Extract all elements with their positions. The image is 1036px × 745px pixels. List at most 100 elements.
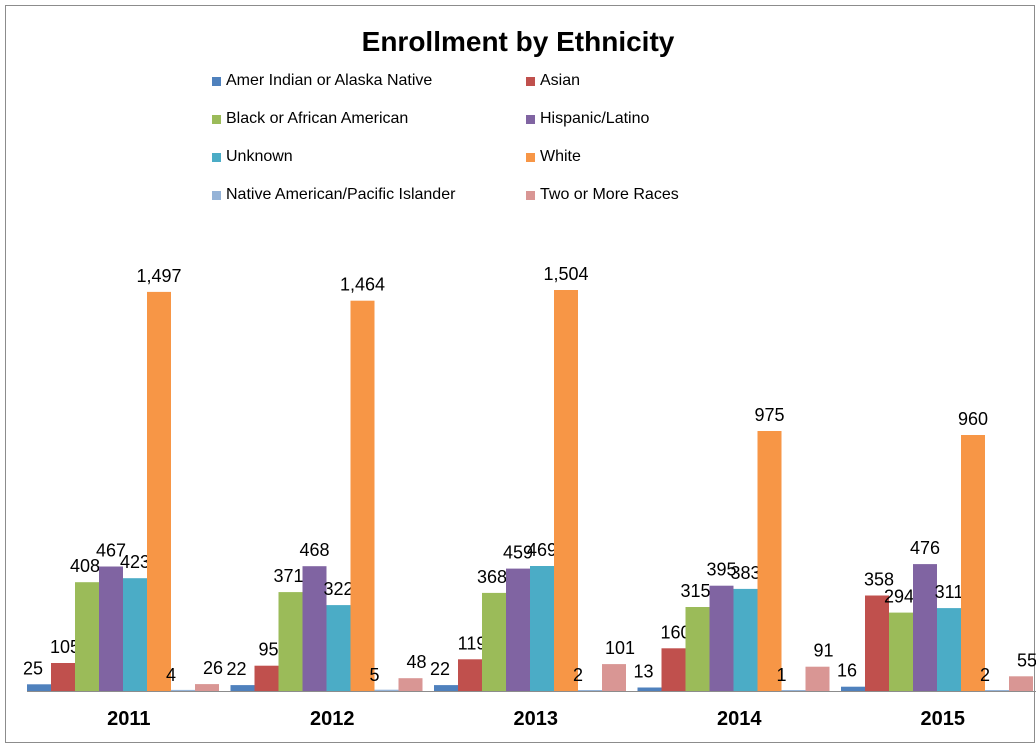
bar-unknown-2015 (937, 608, 961, 691)
legend-item-asian: Asian (526, 72, 580, 90)
x-tick-label: 2014 (717, 708, 762, 730)
bar-native-american-pacific-islander-2013 (578, 690, 602, 691)
legend-label: Black or African American (226, 110, 409, 127)
bar-black-or-african-american-2013 (482, 592, 506, 691)
bar-two-or-more-races-2013 (602, 664, 626, 691)
data-label: 95 (258, 640, 278, 660)
bar-native-american-pacific-islander-2015 (985, 690, 1009, 691)
bar-black-or-african-american-2012 (278, 592, 303, 691)
x-tick-label: 2015 (921, 708, 966, 730)
bar-amer-indian-or-alaska-native-2015 (841, 686, 865, 691)
bar-asian-2012 (254, 665, 279, 691)
x-tick-label: 2012 (310, 708, 355, 730)
data-label: 119 (458, 633, 487, 653)
data-label: 105 (50, 637, 80, 657)
bar-unknown-2012 (326, 605, 351, 691)
data-label: 1 (776, 665, 786, 685)
legend-item-native-american-pacific-islander: Native American/Pacific Islander (212, 186, 455, 204)
bar-white-2015 (961, 435, 985, 691)
data-label: 459 (503, 543, 533, 563)
legend-item-hispanic-latino: Hispanic/Latino (526, 110, 649, 128)
bar-asian-2015 (865, 595, 889, 691)
legend-label: Unknown (226, 148, 293, 165)
data-label: 22 (226, 659, 246, 679)
legend-swatch (212, 190, 221, 200)
legend-label: Hispanic/Latino (540, 110, 650, 127)
bar-amer-indian-or-alaska-native-2012 (230, 685, 255, 691)
data-label: 1,497 (136, 266, 181, 286)
bar-two-or-more-races-2011 (195, 684, 219, 691)
data-label: 423 (120, 552, 150, 572)
data-label: 2 (980, 665, 990, 685)
bar-native-american-pacific-islander-2011 (171, 689, 195, 691)
legend-label: Asian (540, 72, 581, 89)
legend-item-unknown: Unknown (212, 148, 293, 166)
data-label: 22 (430, 659, 450, 679)
bar-amer-indian-or-alaska-native-2013 (434, 685, 458, 691)
data-label: 408 (70, 556, 100, 576)
bar-amer-indian-or-alaska-native-2014 (637, 687, 662, 691)
legend-swatch (526, 114, 535, 124)
data-label: 358 (864, 570, 894, 590)
data-label: 2 (573, 665, 583, 685)
bar-white-2013 (554, 290, 578, 691)
legend-swatch (526, 190, 535, 200)
bar-unknown-2014 (733, 588, 758, 691)
legend-swatch (212, 152, 221, 162)
data-label: 368 (477, 567, 507, 587)
data-label: 476 (910, 538, 940, 558)
bar-asian-2014 (661, 648, 686, 691)
data-label: 383 (730, 563, 760, 583)
bar-two-or-more-races-2015 (1009, 676, 1033, 691)
data-label: 4 (166, 665, 176, 685)
bar-black-or-african-american-2014 (685, 607, 710, 691)
data-label: 5 (369, 665, 379, 685)
data-label: 55 (1017, 650, 1036, 670)
data-label: 13 (633, 662, 653, 682)
legend-item-black-or-african-american: Black or African American (212, 110, 408, 128)
data-label: 101 (605, 638, 635, 658)
bar-native-american-pacific-islander-2012 (374, 689, 399, 691)
bar-asian-2011 (51, 663, 75, 691)
bar-black-or-african-american-2011 (75, 582, 99, 691)
legend-swatch (212, 114, 221, 124)
data-label: 371 (273, 566, 303, 586)
data-label: 160 (660, 622, 690, 642)
data-label: 468 (299, 540, 329, 560)
data-label: 91 (813, 641, 833, 661)
bar-hispanic-latino-2013 (506, 568, 530, 691)
legend-item-two-or-more-races: Two or More Races (526, 186, 679, 204)
bar-unknown-2011 (123, 578, 147, 691)
legend-item-white: White (526, 148, 581, 166)
data-label: 311 (935, 582, 964, 602)
bar-hispanic-latino-2014 (709, 585, 734, 691)
data-label: 467 (96, 541, 126, 561)
legend-label: Native American/Pacific Islander (226, 186, 456, 203)
legend-swatch (526, 76, 535, 86)
data-label: 1,504 (543, 264, 588, 284)
data-label: 294 (884, 587, 914, 607)
data-label: 315 (680, 581, 710, 601)
legend-label: White (540, 148, 581, 165)
bar-white-2012 (350, 300, 375, 691)
data-label: 48 (406, 652, 426, 672)
data-label: 25 (23, 658, 43, 678)
legend-swatch (212, 76, 221, 86)
x-tick-label: 2013 (514, 708, 559, 730)
bar-hispanic-latino-2015 (913, 564, 937, 691)
bar-asian-2013 (458, 659, 482, 691)
bar-two-or-more-races-2014 (805, 666, 830, 691)
legend-swatch (526, 152, 535, 162)
data-label: 469 (527, 540, 557, 560)
data-label: 16 (837, 661, 857, 681)
bar-amer-indian-or-alaska-native-2011 (27, 684, 51, 691)
bar-two-or-more-races-2012 (398, 678, 423, 691)
bar-white-2011 (147, 291, 171, 691)
data-label: 26 (203, 658, 223, 678)
bar-hispanic-latino-2011 (99, 566, 123, 691)
bar-hispanic-latino-2012 (302, 566, 327, 691)
data-label: 960 (958, 409, 988, 429)
x-tick-label: 2011 (107, 708, 150, 730)
bar-unknown-2013 (530, 566, 554, 691)
